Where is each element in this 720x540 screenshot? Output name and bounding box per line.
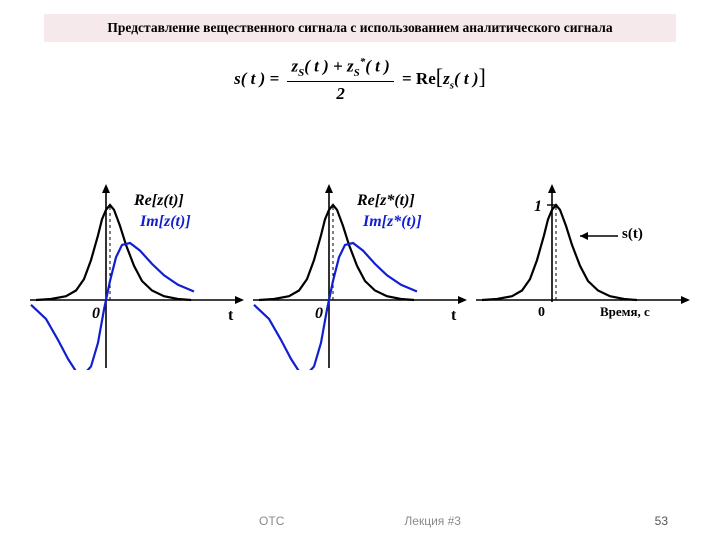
f-re: = Re [402, 69, 436, 88]
f-rbracket: ] [479, 64, 486, 89]
svg-text:Время, с: Время, с [600, 304, 650, 319]
f-lbracket: [ [436, 64, 443, 89]
svg-text:t: t [228, 307, 234, 324]
footer: ОТС Лекция #3 [0, 514, 720, 528]
f-eq: = [270, 69, 284, 88]
svg-text:s(t): s(t) [622, 226, 643, 242]
svg-text:Re[z(t)]: Re[z(t)] [133, 192, 184, 209]
chart-1: Re[z(t)] Im[z(t)] 0 t [28, 180, 246, 370]
title-text: Представление вещественного сигнала с ис… [107, 20, 612, 36]
footer-right: Лекция #3 [404, 514, 461, 528]
f-num: zS( t ) + zS*( t ) [287, 56, 393, 82]
svg-text:Im[z(t)]: Im[z(t)] [139, 213, 191, 230]
svg-text:Im[z*(t)]: Im[z*(t)] [362, 213, 422, 230]
svg-text:t: t [451, 307, 457, 324]
svg-text:0: 0 [315, 305, 323, 322]
chart-2: Re[z*(t)] Im[z*(t)] 0 t [251, 180, 469, 370]
title-bar: Представление вещественного сигнала с ис… [44, 14, 676, 42]
svg-text:Re[z*(t)]: Re[z*(t)] [356, 192, 415, 209]
svg-text:0: 0 [538, 305, 545, 320]
f-lhs: s( t ) [234, 69, 265, 88]
formula: s( t ) = zS( t ) + zS*( t ) 2 = Re[zs( t… [0, 56, 720, 104]
footer-left: ОТС [259, 514, 284, 528]
charts-row: Re[z(t)]Im[z(t)]0t Re[z*(t)]Im[z*(t)]0t … [28, 180, 692, 380]
f-fraction: zS( t ) + zS*( t ) 2 [287, 56, 393, 104]
chart-3: s(t) 1 0 Время, с [474, 180, 692, 370]
page-number: 53 [655, 514, 668, 528]
svg-text:0: 0 [92, 305, 100, 322]
f-den: 2 [287, 82, 393, 104]
svg-text:1: 1 [534, 198, 542, 215]
